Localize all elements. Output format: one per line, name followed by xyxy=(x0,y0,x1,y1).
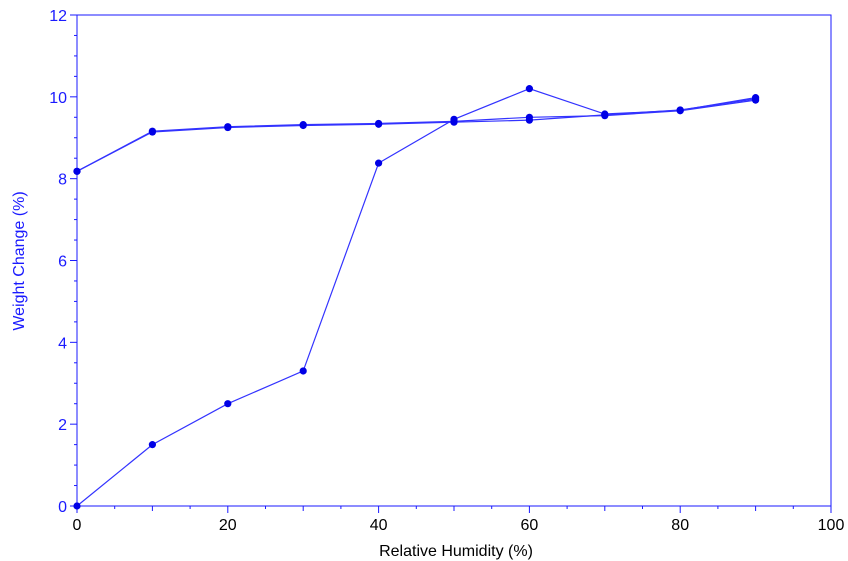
y-tick-label: 10 xyxy=(49,90,67,107)
series-line xyxy=(76,98,756,172)
y-tick-label: 8 xyxy=(58,172,67,189)
plot-frame xyxy=(76,14,832,507)
data-point xyxy=(752,96,760,104)
data-point xyxy=(299,367,307,375)
y-tick-label: 12 xyxy=(49,8,67,25)
series-layer xyxy=(73,85,760,510)
x-tick-label: 100 xyxy=(818,517,845,534)
x-tick-label: 20 xyxy=(219,517,237,534)
series-line xyxy=(76,88,756,507)
data-point xyxy=(375,119,383,128)
x-axis-title: Relative Humidity (%) xyxy=(379,543,533,560)
data-point xyxy=(148,127,156,135)
data-point xyxy=(676,107,684,115)
y-axis-ticks: 0 2 4 6 8 10 12 xyxy=(49,8,77,516)
series-1 xyxy=(73,85,760,510)
series-2 xyxy=(73,95,760,175)
data-point xyxy=(450,117,458,125)
series-line xyxy=(76,99,756,172)
y-tick-label: 0 xyxy=(58,499,67,516)
data-point xyxy=(601,112,609,120)
data-point xyxy=(73,167,81,175)
y-tick-label: 2 xyxy=(58,417,67,434)
plot-border xyxy=(76,14,832,507)
x-tick-label: 60 xyxy=(521,517,539,534)
x-axis-ticks: 0 20 40 60 80 100 xyxy=(73,506,845,534)
data-point xyxy=(224,400,232,408)
data-point xyxy=(73,502,81,510)
x-tick-label: 0 xyxy=(73,517,82,534)
x-tick-label: 40 xyxy=(370,517,388,534)
x-tick-label: 80 xyxy=(671,517,689,534)
data-point xyxy=(148,441,156,449)
y-axis-title: Weight Change (%) xyxy=(11,191,28,330)
data-point xyxy=(525,85,534,93)
series-3 xyxy=(73,96,760,175)
data-point xyxy=(375,159,383,167)
data-point xyxy=(299,121,307,129)
y-tick-label: 6 xyxy=(58,254,67,271)
y-tick-label: 4 xyxy=(58,335,67,352)
data-point xyxy=(525,113,534,121)
data-point xyxy=(224,123,232,131)
